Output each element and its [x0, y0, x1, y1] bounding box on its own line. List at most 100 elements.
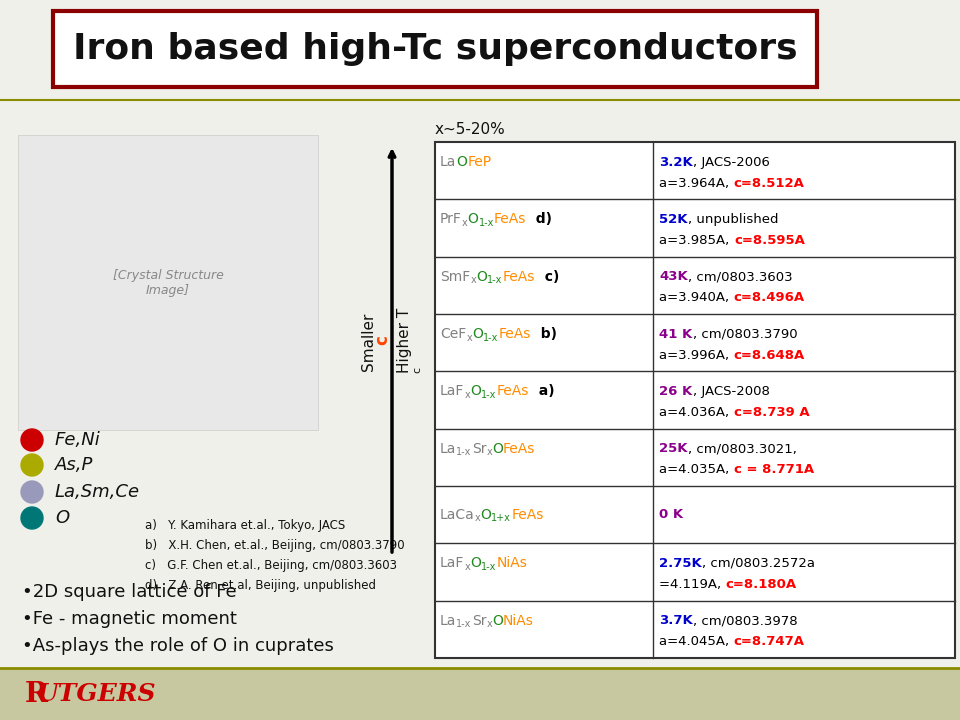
Text: FeAs: FeAs	[502, 270, 535, 284]
Text: c): c)	[535, 270, 559, 284]
Circle shape	[21, 429, 43, 451]
Text: , cm/0803.2572a: , cm/0803.2572a	[702, 557, 815, 570]
Text: •2D square lattice of Fe: •2D square lattice of Fe	[22, 583, 236, 601]
Text: 0 K: 0 K	[660, 508, 684, 521]
Bar	[0, 668, 960, 720]
Text: FeAs: FeAs	[498, 327, 531, 341]
Text: a=3.985A,: a=3.985A,	[660, 234, 733, 247]
Text: a)   Y. Kamihara et.al., Tokyo, JACS: a) Y. Kamihara et.al., Tokyo, JACS	[145, 518, 346, 531]
Circle shape	[21, 481, 43, 503]
Text: La: La	[440, 613, 456, 628]
Text: , unpublished: , unpublished	[688, 213, 779, 226]
Circle shape	[21, 507, 43, 529]
Text: Smaller: Smaller	[363, 308, 377, 372]
Text: 2.75K: 2.75K	[660, 557, 702, 570]
Text: , cm/0803.3978: , cm/0803.3978	[693, 614, 798, 627]
Text: b): b)	[531, 327, 557, 341]
Text: 3.7K: 3.7K	[660, 614, 693, 627]
Text: O: O	[55, 509, 69, 527]
Text: c=8.496A: c=8.496A	[733, 292, 804, 305]
Text: La,Sm,Ce: La,Sm,Ce	[55, 483, 140, 501]
Text: b)   X.H. Chen, et.al., Beijing, cm/0803.3790: b) X.H. Chen, et.al., Beijing, cm/0803.3…	[145, 539, 404, 552]
Circle shape	[21, 454, 43, 476]
Text: Iron based high-Tc superconductors: Iron based high-Tc superconductors	[73, 32, 798, 66]
Text: NiAs: NiAs	[496, 557, 527, 570]
Text: c=8.739 A: c=8.739 A	[733, 406, 809, 419]
Text: c)   G.F. Chen et.al., Beijing, cm/0803.3603: c) G.F. Chen et.al., Beijing, cm/0803.36…	[145, 559, 397, 572]
Text: c=8.747A: c=8.747A	[733, 636, 804, 649]
Text: c=8.180A: c=8.180A	[726, 578, 797, 591]
Text: x: x	[465, 390, 470, 400]
Text: 25K: 25K	[660, 442, 688, 455]
FancyBboxPatch shape	[53, 11, 817, 87]
Text: La: La	[440, 155, 456, 169]
Text: c=8.512A: c=8.512A	[733, 177, 804, 190]
Text: 1-x: 1-x	[481, 390, 496, 400]
Text: O: O	[468, 212, 478, 226]
Text: , cm/0803.3021,: , cm/0803.3021,	[688, 442, 797, 455]
Text: 52K: 52K	[660, 213, 688, 226]
Text: , JACS-2008: , JACS-2008	[693, 385, 770, 398]
Text: 1-x: 1-x	[456, 619, 471, 629]
Text: 43K: 43K	[660, 270, 688, 283]
Text: 1-x: 1-x	[487, 275, 502, 285]
Text: a=3.996A,: a=3.996A,	[660, 348, 733, 361]
Text: Fe,Ni: Fe,Ni	[55, 431, 101, 449]
Text: c: c	[412, 367, 422, 373]
Text: CeF: CeF	[440, 327, 467, 341]
Text: O: O	[470, 384, 481, 398]
Text: LaCa: LaCa	[440, 508, 475, 522]
Text: O: O	[492, 442, 503, 456]
Text: d)   Z.A. Ren et.al, Beijing, unpublished: d) Z.A. Ren et.al, Beijing, unpublished	[145, 578, 376, 592]
Text: 1-x: 1-x	[481, 562, 496, 572]
Bar	[435, 142, 955, 658]
Text: •Fe - magnetic moment: •Fe - magnetic moment	[22, 610, 237, 628]
Text: FeAs: FeAs	[503, 442, 536, 456]
Text: a=4.045A,: a=4.045A,	[660, 636, 733, 649]
Text: O: O	[476, 270, 487, 284]
Text: x: x	[465, 562, 470, 572]
Text: O: O	[481, 508, 492, 522]
Text: FeAs: FeAs	[493, 212, 526, 226]
Text: a=3.940A,: a=3.940A,	[660, 292, 733, 305]
Text: Sr: Sr	[471, 442, 487, 456]
Text: a=3.964A,: a=3.964A,	[660, 177, 733, 190]
Text: 3.2K: 3.2K	[660, 156, 693, 168]
Text: x: x	[487, 619, 492, 629]
Text: LaF: LaF	[440, 384, 465, 398]
Text: x~5-20%: x~5-20%	[435, 122, 506, 138]
Text: Sr: Sr	[471, 613, 487, 628]
Text: LaF: LaF	[440, 557, 465, 570]
Text: FeAs: FeAs	[496, 384, 529, 398]
Text: x: x	[462, 218, 468, 228]
Text: , JACS-2006: , JACS-2006	[693, 156, 770, 168]
Text: 26 K: 26 K	[660, 385, 693, 398]
Text: x: x	[475, 513, 481, 523]
Text: O: O	[472, 327, 483, 341]
Text: 1-x: 1-x	[478, 218, 493, 228]
Text: UTGERS: UTGERS	[37, 682, 156, 706]
Text: R: R	[25, 680, 48, 708]
Text: As,P: As,P	[55, 456, 93, 474]
Bar	[18, 135, 318, 430]
Text: =4.119A,: =4.119A,	[660, 578, 726, 591]
Text: x: x	[467, 333, 472, 343]
Text: FeAs: FeAs	[512, 508, 543, 522]
Text: a): a)	[529, 384, 554, 398]
Text: , cm/0803.3790: , cm/0803.3790	[693, 328, 797, 341]
Text: 1-x: 1-x	[483, 333, 498, 343]
Bar	[0, 50, 960, 670]
Text: •As-plays the role of O in cuprates: •As-plays the role of O in cuprates	[22, 637, 334, 655]
Text: a=4.035A,: a=4.035A,	[660, 464, 733, 477]
Text: NiAs: NiAs	[503, 613, 534, 628]
Text: O: O	[470, 557, 481, 570]
Text: O: O	[492, 613, 503, 628]
Text: a=4.036A,: a=4.036A,	[660, 406, 733, 419]
Text: 1-x: 1-x	[456, 447, 471, 457]
Text: FeP: FeP	[468, 155, 492, 169]
Text: x: x	[470, 275, 476, 285]
Text: 1+x: 1+x	[492, 513, 512, 523]
Text: 41 K: 41 K	[660, 328, 693, 341]
Text: , cm/0803.3603: , cm/0803.3603	[688, 270, 793, 283]
Text: SmF: SmF	[440, 270, 470, 284]
